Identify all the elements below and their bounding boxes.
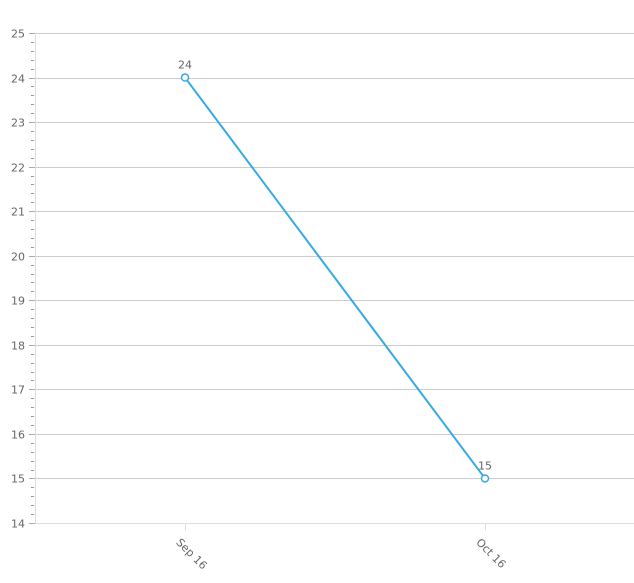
- y-tick-label: 18: [11, 340, 25, 353]
- data-point: [180, 73, 190, 82]
- x-tick-label: Sep 16: [173, 536, 209, 572]
- x-tick-label: Oct 16: [473, 536, 508, 571]
- y-tick-label: 20: [11, 251, 25, 264]
- y-tick-label: 22: [11, 162, 25, 175]
- y-tick-label: 14: [11, 518, 25, 531]
- y-tick-label: 19: [11, 295, 25, 308]
- y-tick-label: 17: [11, 384, 25, 397]
- data-label: 24: [178, 59, 192, 72]
- series-line: [184, 76, 486, 480]
- y-tick-label: 15: [11, 473, 25, 486]
- data-label: 15: [478, 459, 492, 472]
- y-tick-label: 16: [11, 429, 25, 442]
- y-tick-label: 25: [11, 28, 25, 41]
- y-tick-label: 21: [11, 206, 25, 219]
- data-point: [480, 474, 490, 483]
- y-tick-label: 23: [11, 117, 25, 130]
- y-tick-label: 24: [11, 73, 25, 86]
